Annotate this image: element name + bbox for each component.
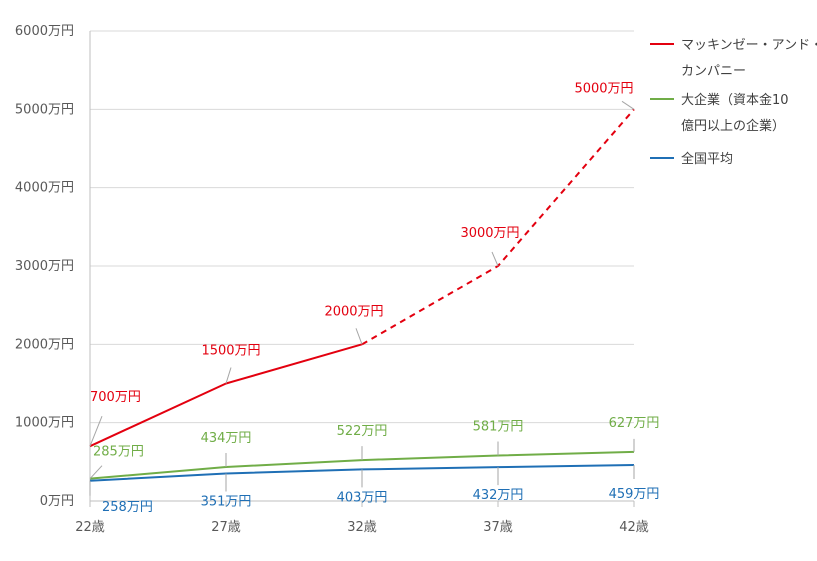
y-tick-label: 6000万円	[15, 24, 74, 39]
leader-line	[355, 328, 363, 345]
data-label: 2000万円	[324, 304, 383, 319]
data-label: 258万円	[102, 500, 153, 515]
leader-line	[491, 251, 499, 267]
leader-line	[225, 367, 232, 384]
data-label: 522万円	[337, 424, 388, 439]
data-label: 581万円	[473, 419, 524, 434]
y-tick-label: 0万円	[40, 494, 74, 509]
x-tick-label: 32歳	[347, 520, 377, 535]
data-label: 3000万円	[460, 226, 519, 241]
y-tick-label: 3000万円	[15, 259, 74, 274]
data-label: 432万円	[473, 488, 524, 503]
x-tick-label: 42歳	[619, 520, 649, 535]
data-label: 434万円	[201, 431, 252, 446]
x-tick-label: 22歳	[75, 520, 105, 535]
legend-label: 大企業（資本金10	[681, 92, 789, 108]
legend-label: 億円以上の企業）	[681, 118, 785, 134]
y-tick-label: 4000万円	[15, 181, 74, 196]
y-tick-label: 1000万円	[15, 416, 74, 431]
y-tick-label: 2000万円	[15, 337, 74, 352]
data-label: 1500万円	[201, 344, 260, 359]
data-label: 627万円	[609, 416, 660, 431]
x-tick-label: 37歳	[483, 520, 513, 535]
x-tick-label: 27歳	[211, 520, 241, 535]
data-label: 459万円	[609, 487, 660, 502]
data-label: 700万円	[90, 390, 141, 405]
data-label: 5000万円	[574, 81, 633, 96]
y-tick-label: 5000万円	[15, 102, 74, 117]
data-label: 351万円	[201, 495, 252, 510]
legend-label: カンパニー	[681, 64, 746, 79]
leader-line	[621, 100, 635, 110]
data-label: 285万円	[93, 445, 144, 460]
leader-line	[89, 465, 103, 480]
legend-label: 全国平均	[681, 151, 733, 167]
legend-label: マッキンゼー・アンド・	[681, 38, 817, 53]
leader-line	[89, 415, 103, 447]
data-label: 403万円	[337, 490, 388, 505]
